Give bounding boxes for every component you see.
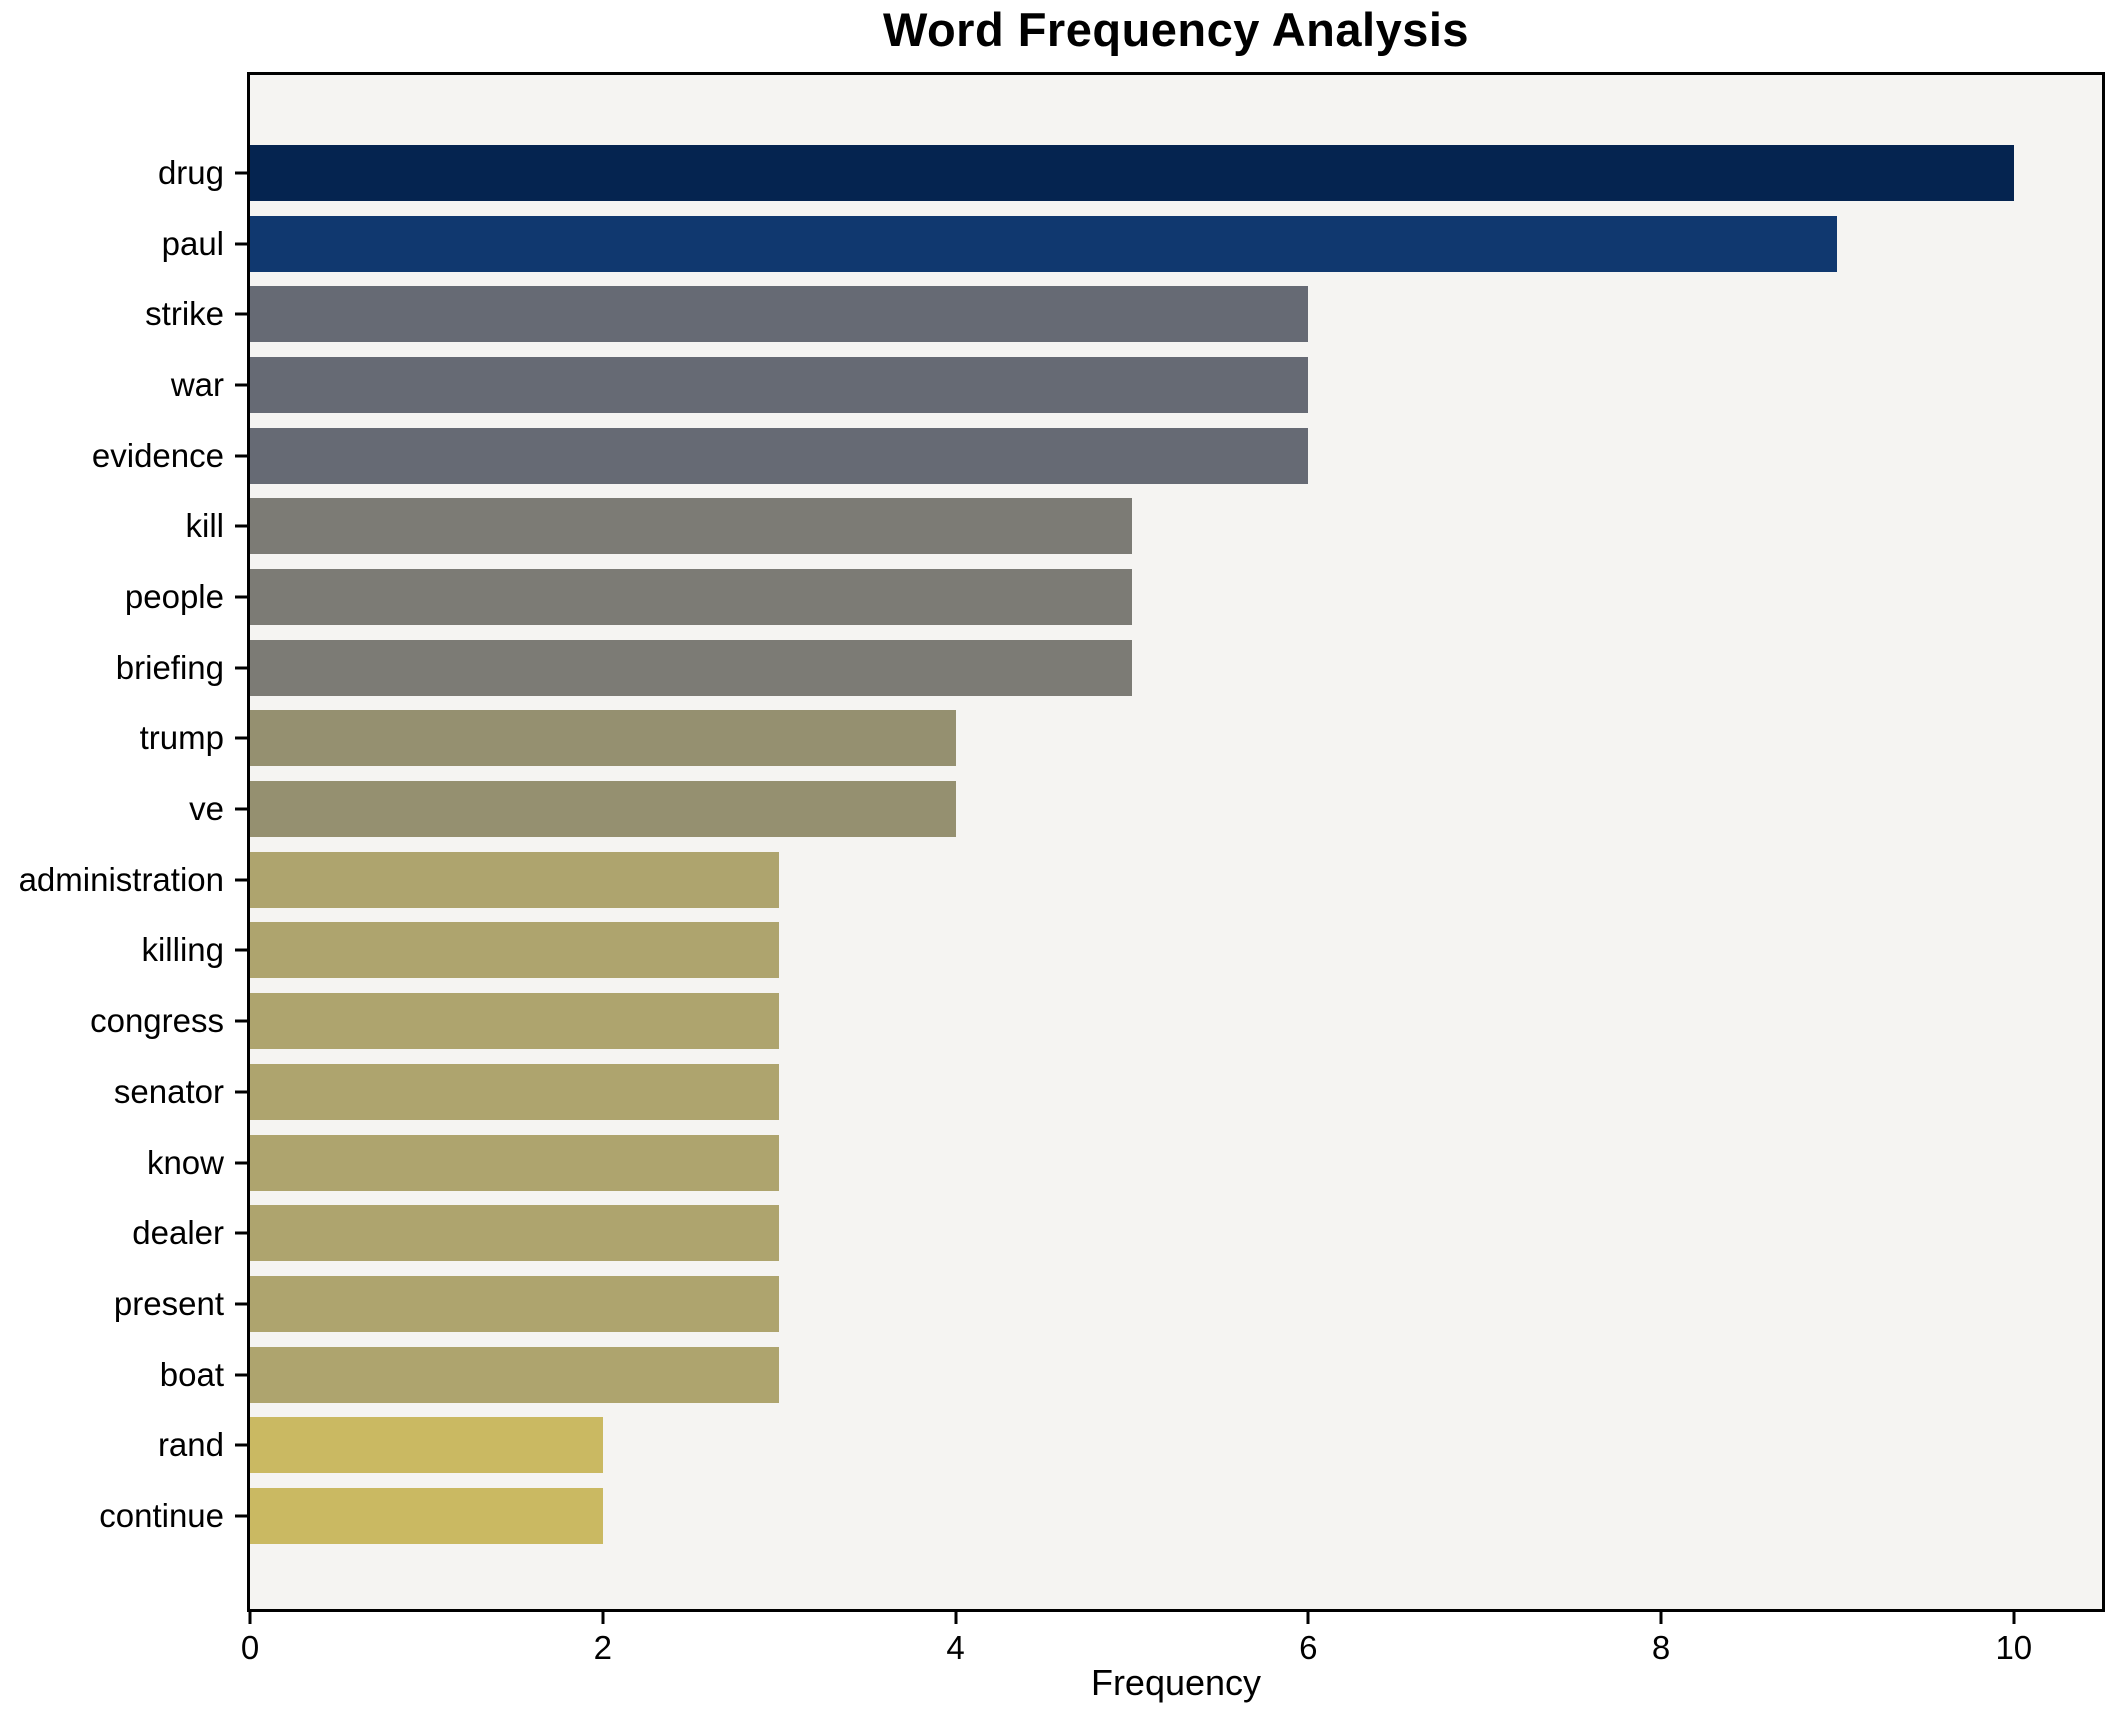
bar-row: boat (160, 1346, 2102, 1403)
x-tick-mark-10 (2012, 1612, 2016, 1624)
y-tick-mark (235, 948, 247, 952)
bar-row: present (114, 1275, 2102, 1332)
bar-row: ve (189, 781, 2102, 838)
bar-dealer (250, 1205, 780, 1262)
x-tick-mark-8 (1659, 1612, 1663, 1624)
x-tick-label-4: 4 (946, 1629, 965, 1666)
bar-present (250, 1275, 780, 1332)
bar-briefing (250, 639, 1132, 696)
bar-row: know (147, 1134, 2102, 1191)
bar-congress (250, 993, 780, 1050)
x-tick-label-6: 6 (1299, 1629, 1318, 1666)
x-tick-mark-6 (1306, 1612, 1310, 1624)
x-tick-label-2: 2 (593, 1629, 612, 1666)
y-tick-label-trump: trump (139, 719, 224, 757)
y-tick-mark (235, 1019, 247, 1023)
bar-row: evidence (92, 427, 2102, 484)
bar-continue (250, 1487, 603, 1544)
bar-row: continue (99, 1487, 2102, 1544)
y-tick-mark (235, 1231, 247, 1235)
y-tick-label-strike: strike (145, 295, 224, 333)
bar-trump (250, 710, 956, 767)
y-tick-mark (235, 595, 247, 599)
bar-killing (250, 922, 780, 979)
bar-row: rand (158, 1417, 2102, 1474)
y-tick-mark (235, 524, 247, 528)
y-tick-mark (235, 666, 247, 670)
y-tick-label-killing: killing (141, 931, 224, 969)
bar-know (250, 1134, 780, 1191)
y-tick-label-drug: drug (157, 154, 224, 191)
y-tick-label-administration: administration (18, 860, 224, 898)
y-tick-label-rand: rand (157, 1426, 224, 1464)
y-tick-label-congress: congress (90, 1002, 224, 1040)
bar-paul (250, 215, 1838, 272)
x-axis-label: Frequency (1090, 1662, 1262, 1703)
x-tick-label-10: 10 (1995, 1629, 2033, 1666)
y-tick-label-boat: boat (159, 1355, 224, 1393)
bar-drug (250, 145, 2014, 201)
y-tick-label-people: people (124, 578, 224, 616)
bar-row: administration (19, 851, 2102, 908)
y-tick-label-war: war (170, 366, 224, 404)
y-tick-mark (235, 1302, 247, 1306)
y-tick-mark (235, 807, 247, 811)
bar-rand (250, 1417, 603, 1474)
bar-evidence (250, 427, 1309, 484)
y-tick-label-senator: senator (113, 1072, 224, 1110)
x-tick-label-0: 0 (240, 1629, 260, 1666)
bar-row: kill (186, 498, 2102, 555)
x-tick-label-8: 8 (1651, 1629, 1671, 1666)
y-tick-label-continue: continue (99, 1496, 224, 1534)
bar-administration (250, 851, 780, 908)
y-tick-label-present: present (113, 1284, 224, 1322)
y-tick-label-paul: paul (161, 224, 224, 262)
bar-row: paul (162, 215, 2102, 272)
y-tick-label-evidence: evidence (91, 436, 224, 474)
y-tick-mark (235, 1161, 247, 1165)
y-tick-label-briefing: briefing (115, 648, 224, 686)
plot-area: drug paul strike war evidence kill people brief… (19, 72, 2105, 1666)
y-tick-label-dealer: dealer (132, 1214, 224, 1252)
y-tick-mark (235, 878, 247, 882)
bar-boat (250, 1346, 780, 1403)
y-tick-mark (235, 736, 247, 740)
y-tick-mark (235, 1514, 247, 1518)
y-tick-mark (235, 1090, 247, 1094)
y-tick-mark (235, 1443, 247, 1447)
bar-row: congress (90, 993, 2102, 1050)
y-tick-label-ve: ve (189, 790, 224, 828)
bar-row: people (125, 569, 2102, 626)
bar-strike (250, 286, 1309, 343)
y-tick-label-know: know (146, 1143, 224, 1181)
bar-kill (250, 498, 1132, 555)
bar-row: dealer (132, 1205, 2102, 1262)
bar-ve (250, 781, 956, 838)
y-tick-mark (235, 171, 247, 175)
bar-people (250, 569, 1132, 626)
y-tick-mark (235, 383, 247, 387)
chart-title: Word Frequency Analysis (882, 3, 1470, 56)
bar-row: drug (158, 145, 2102, 201)
bar-row: war (171, 357, 2102, 414)
bar-row: briefing (116, 639, 2102, 696)
x-tick-mark-0 (248, 1612, 252, 1624)
x-tick-mark-4 (954, 1612, 958, 1624)
y-tick-mark (235, 312, 247, 316)
x-tick-mark-2 (601, 1612, 605, 1624)
bar-war (250, 357, 1309, 414)
bar-row: trump (140, 710, 2102, 767)
bar-row: senator (114, 1063, 2102, 1120)
bar-row: killing (141, 922, 2102, 979)
y-tick-mark (235, 454, 247, 458)
y-tick-mark (235, 242, 247, 246)
bar-senator (250, 1063, 780, 1120)
y-tick-mark (235, 1373, 247, 1377)
y-tick-label-kill: kill (185, 507, 225, 545)
bar-row: strike (145, 286, 2102, 343)
